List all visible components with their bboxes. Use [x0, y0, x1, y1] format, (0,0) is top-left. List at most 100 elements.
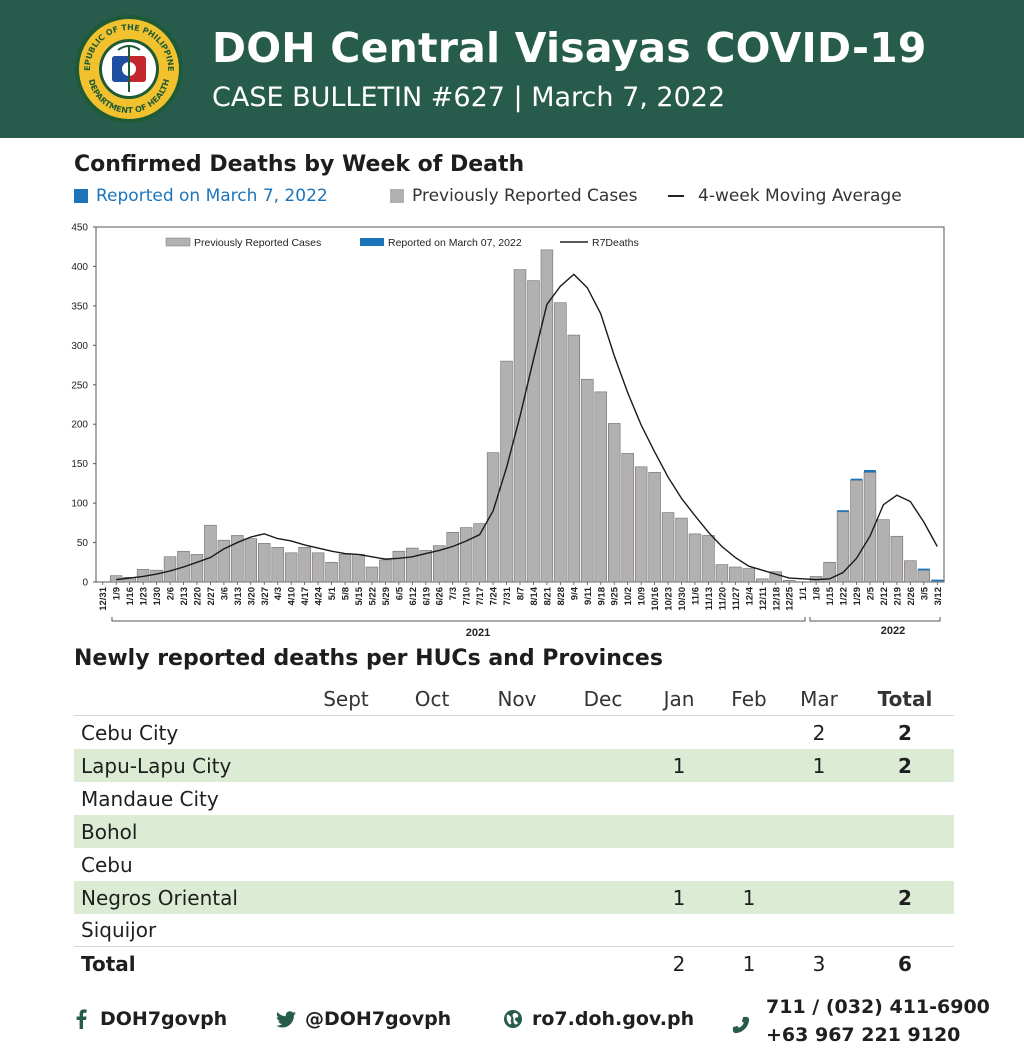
cell-jan: 1: [672, 753, 686, 778]
y-tick-label: 300: [71, 341, 88, 352]
x-tick-label: 2/19: [892, 587, 903, 606]
bar-previous-4-17: [298, 546, 311, 583]
col-header-nov: Nov: [497, 686, 537, 711]
cell-jan: [644, 782, 714, 815]
cell-total: [870, 848, 940, 881]
bar-previous-5-1: [325, 561, 338, 583]
y-tick-label: 0: [82, 578, 88, 589]
bar-reported-1-22: [837, 510, 849, 512]
deaths-table: Sept Oct Nov Dec Jan Feb Mar Total Cebu …: [74, 682, 954, 980]
row-label: Siquijor: [81, 918, 157, 942]
bar-previous-1-29: [850, 479, 863, 583]
y-tick-label: 350: [71, 301, 88, 312]
x-tick-label: 4/24: [314, 586, 325, 605]
cell-mar: [784, 881, 854, 914]
x-tick-label: 5/22: [367, 587, 378, 606]
x-tick-label: 5/29: [381, 587, 392, 606]
cell-dec: [568, 815, 638, 848]
cell-oct: [397, 716, 467, 749]
cell-total: 2: [898, 885, 912, 910]
footer-contacts: DOH7govph @DOH7govph ro7.doh.gov.ph 711 …: [0, 990, 1024, 1059]
moving-average-line: [116, 273, 938, 581]
bar-previous-9-25: [607, 423, 621, 583]
bar-previous-12-25: [782, 580, 796, 583]
row-label: Mandaue City: [81, 786, 219, 811]
cell-sept: [311, 848, 381, 881]
x-tick-label: 10/2: [623, 587, 634, 606]
footer-facebook[interactable]: DOH7govph: [70, 1008, 227, 1030]
bar-previous-3-5: [917, 569, 931, 583]
footer-twitter-text: @DOH7govph: [305, 1008, 452, 1030]
footer-website-text: ro7.doh.gov.ph: [532, 1008, 695, 1030]
x-tick-label: 10/9: [637, 587, 648, 606]
col-header-mar: Mar: [800, 686, 838, 711]
bar-previous-7-10: [459, 527, 473, 583]
x-tick-label: 11/6: [690, 587, 701, 605]
y-tick-label: 100: [71, 499, 88, 510]
x-tick-label: 6/12: [408, 587, 419, 606]
cell-sept: [311, 782, 381, 815]
cell-mar: [784, 848, 854, 881]
x-tick-label: 7/10: [462, 587, 473, 606]
x-tick-label: 9/18: [596, 587, 607, 606]
x-tick-label: 6/19: [421, 587, 432, 606]
header-banner: REPUBLIC OF THE PHILIPPINES DEPARTMENT O…: [0, 0, 1024, 138]
cell-nov: [482, 881, 552, 914]
bar-previous-8-7: [513, 269, 527, 583]
globe-icon: [502, 1008, 524, 1030]
cell-feb: [714, 914, 784, 946]
x-tick-label: 7/24: [489, 586, 500, 605]
table-row: Lapu-Lapu City 1 1 2: [74, 749, 954, 782]
x-tick-label: 4/10: [287, 587, 298, 606]
bar-previous-10-30: [675, 517, 688, 583]
row-label: Bohol: [81, 819, 138, 844]
footer-website[interactable]: ro7.doh.gov.ph: [502, 1008, 694, 1030]
x-tick-label: 1/8: [812, 587, 823, 600]
col-header-jan: Jan: [663, 686, 695, 711]
cell-sept: [311, 947, 381, 980]
x-tick-label: 7/3: [448, 587, 459, 600]
cell-total: 2: [898, 720, 912, 745]
inner-legend-swatch-blue: [360, 238, 384, 246]
cell-total: 2: [898, 753, 912, 778]
cell-jan: 1: [672, 885, 686, 910]
twitter-icon: [275, 1008, 297, 1030]
cell-nov: [482, 782, 552, 815]
footer-twitter[interactable]: @DOH7govph: [275, 1008, 451, 1030]
bar-previous-3-20: [244, 538, 258, 583]
x-tick-label: 3/27: [260, 587, 271, 606]
bar-previous-8-14: [527, 280, 540, 583]
cell-sept: [311, 914, 381, 946]
footer-phone-line2: +63 967 221 9120: [766, 1024, 961, 1046]
x-tick-label: 1/1: [798, 586, 809, 600]
bar-previous-12-4: [742, 568, 756, 583]
cell-sept: [311, 881, 381, 914]
table-row: Cebu City 2 2: [74, 716, 954, 749]
inner-legend-swatch-gray: [165, 237, 191, 247]
x-tick-label: 3/6: [219, 587, 230, 600]
cell-oct: [397, 749, 467, 782]
x-tick-label: 3/12: [933, 587, 944, 606]
bar-previous-10-2: [621, 453, 634, 583]
x-tick-label: 2/27: [206, 587, 217, 606]
legend-swatch-blue: [74, 189, 88, 203]
bar-previous-6-12: [406, 547, 419, 583]
inner-legend-r7: R7Deaths: [592, 237, 639, 249]
x-tick-label: 9/4: [569, 586, 580, 600]
x-tick-label: 1/23: [139, 587, 150, 606]
cell-mar: 2: [812, 720, 826, 745]
cell-dec: [568, 716, 638, 749]
cell-dec: [568, 914, 638, 946]
cell-nov: [482, 914, 552, 946]
bar-reported-3-5: [917, 568, 930, 571]
page-title: DOH Central Visayas COVID-19: [212, 24, 927, 72]
legend-line-swatch: [668, 195, 684, 197]
footer-phone[interactable]: [730, 1014, 760, 1036]
cell-dec: [568, 848, 638, 881]
facebook-icon: [70, 1008, 92, 1030]
deaths-by-week-chart: 0 50 100 150 200 250 300 350 400 450 Previously R…: [71, 223, 945, 639]
x-tick-label: 7/31: [502, 586, 513, 605]
cell-total: [870, 914, 940, 946]
bar-previous-5-15: [352, 554, 365, 583]
bar-previous-1-22: [836, 511, 850, 583]
